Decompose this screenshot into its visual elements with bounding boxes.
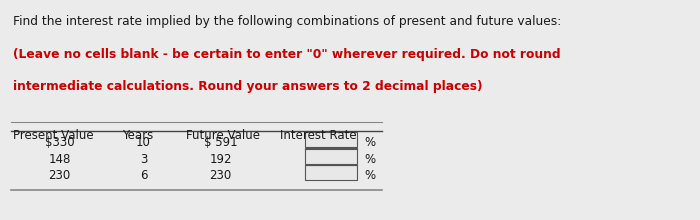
Text: intermediate calculations. Round your answers to 2 decimal places): intermediate calculations. Round your an… — [13, 80, 482, 93]
Text: 10: 10 — [136, 136, 151, 149]
Text: Present Value: Present Value — [13, 129, 93, 142]
Text: 148: 148 — [48, 153, 71, 166]
Text: Future Value: Future Value — [186, 129, 260, 142]
Text: 230: 230 — [209, 169, 232, 182]
Text: 3: 3 — [140, 153, 147, 166]
Text: Find the interest rate implied by the following combinations of present and futu: Find the interest rate implied by the fo… — [13, 15, 561, 28]
Text: 192: 192 — [209, 153, 232, 166]
Text: 6: 6 — [140, 169, 147, 182]
Text: 230: 230 — [48, 169, 71, 182]
Text: Years: Years — [122, 129, 154, 142]
Text: %: % — [364, 136, 375, 149]
Text: %: % — [364, 169, 375, 182]
Text: $330: $330 — [45, 136, 74, 149]
Text: Interest Rate: Interest Rate — [280, 129, 356, 142]
Text: (Leave no cells blank - be certain to enter "0" wherever required. Do not round: (Leave no cells blank - be certain to en… — [13, 48, 560, 61]
Text: %: % — [364, 153, 375, 166]
Text: $ 591: $ 591 — [204, 136, 237, 149]
